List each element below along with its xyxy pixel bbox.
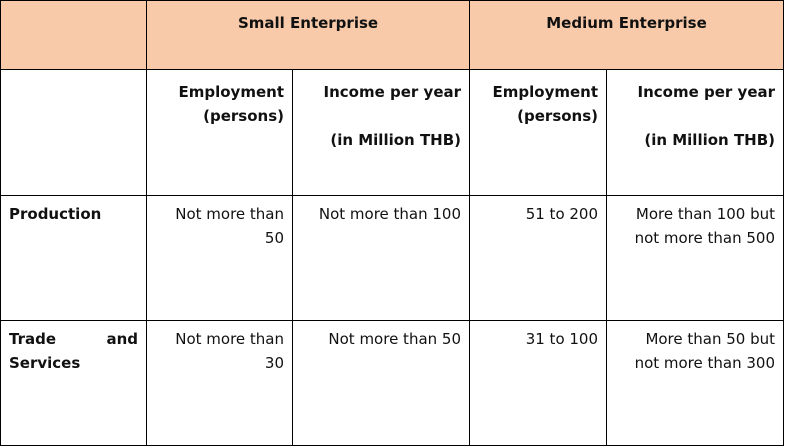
medium-income-header: Income per year (in Million THB)	[606, 69, 785, 196]
production-medium-income-line1: More than 100 but	[635, 205, 776, 223]
small-income-header-line1: Income per year	[323, 83, 462, 101]
medium-income-header-line1: Income per year	[637, 83, 776, 101]
table-row-trade-services: Trade and Services Not more than 30 Not …	[0, 320, 785, 446]
small-enterprise-header: Small Enterprise	[145, 0, 471, 70]
subheader-empty-cell	[0, 69, 147, 196]
trade-small-employment-line2: 30	[264, 354, 284, 372]
production-small-employment-line2: 50	[264, 229, 284, 247]
trade-medium-income: More than 50 but not more than 300	[606, 320, 785, 446]
trade-small-employment: Not more than 30	[146, 320, 293, 446]
row-label-trade-word: Trade	[9, 330, 57, 348]
production-small-employment-line1: Not more than	[175, 205, 284, 223]
production-medium-employment: 51 to 200	[469, 195, 608, 321]
production-small-income: Not more than 100	[291, 195, 471, 321]
trade-medium-income-line2: not more than 300	[634, 354, 776, 372]
small-employment-header-line1: Employment	[178, 83, 285, 101]
table-row-production: Production Not more than 50 Not more tha…	[0, 195, 785, 321]
medium-employment-header-line1: Employment	[492, 83, 599, 101]
small-income-header: Income per year (in Million THB)	[291, 69, 471, 196]
row-label-trade-services: Trade and Services	[0, 320, 147, 446]
medium-income-header-line2: (in Million THB)	[644, 131, 776, 149]
row-label-services-word: Services	[9, 354, 81, 372]
header-corner-cell	[0, 0, 147, 70]
medium-enterprise-header: Medium Enterprise	[469, 0, 785, 70]
medium-employment-header-line2: (persons)	[517, 107, 599, 125]
production-medium-income: More than 100 but not more than 500	[606, 195, 785, 321]
medium-employment-header: Employment (persons)	[469, 69, 608, 196]
row-label-trade-services-line1: Trade and	[9, 327, 138, 351]
trade-small-employment-line1: Not more than	[175, 330, 284, 348]
trade-medium-income-line1: More than 50 but	[645, 330, 776, 348]
small-income-header-line2: (in Million THB)	[330, 131, 462, 149]
production-small-employment: Not more than 50	[146, 195, 293, 321]
trade-medium-employment: 31 to 100	[469, 320, 608, 446]
row-label-and-word: and	[106, 330, 138, 348]
small-employment-header: Employment (persons)	[146, 69, 293, 196]
row-label-production: Production	[0, 195, 147, 321]
trade-small-income: Not more than 50	[291, 320, 471, 446]
production-medium-income-line2: not more than 500	[634, 229, 776, 247]
small-employment-header-line2: (persons)	[203, 107, 284, 125]
subheader-row: Employment (persons) Income per year (in…	[0, 69, 785, 196]
header-row: Small Enterprise Medium Enterprise	[0, 0, 785, 70]
